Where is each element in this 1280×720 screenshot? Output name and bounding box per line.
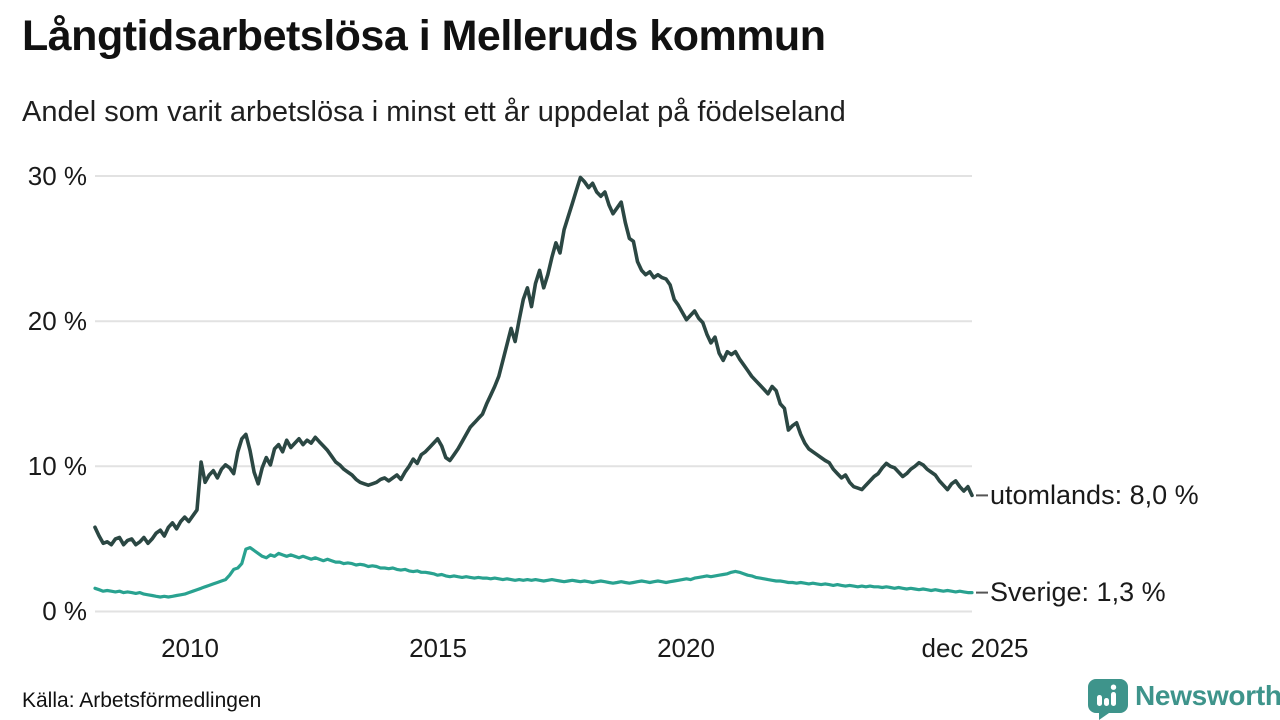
series-end-label-sverige: Sverige: 1,3 % — [990, 577, 1166, 607]
y-tick-label-0: 0 % — [42, 596, 87, 626]
x-tick-label-dec-2025: dec 2025 — [921, 633, 1029, 663]
series-line-utomlands — [93, 175, 974, 547]
y-tick-label-30: 30 % — [27, 161, 87, 191]
x-tick-label-2015: 2015 — [409, 633, 467, 663]
page-title: Långtidsarbetslösa i Melleruds kommun — [22, 12, 826, 60]
series-line-Sverige — [93, 545, 974, 599]
y-tick-label-20: 20 % — [27, 306, 87, 336]
brand-wordmark: Newsworthy — [1135, 680, 1280, 711]
page-subtitle: Andel som varit arbetslösa i minst ett å… — [22, 96, 846, 128]
y-tick-label-10: 10 % — [27, 451, 87, 481]
brand-logo: Newsworthy — [1088, 679, 1280, 720]
source-credit: Källa: Arbetsförmedlingen — [22, 689, 262, 712]
bar-chart-pin-icon — [1088, 679, 1128, 720]
series-end-label-utomlands: utomlands: 8,0 % — [990, 480, 1199, 510]
x-tick-label-2020: 2020 — [657, 633, 715, 663]
x-tick-label-2010: 2010 — [161, 633, 219, 663]
